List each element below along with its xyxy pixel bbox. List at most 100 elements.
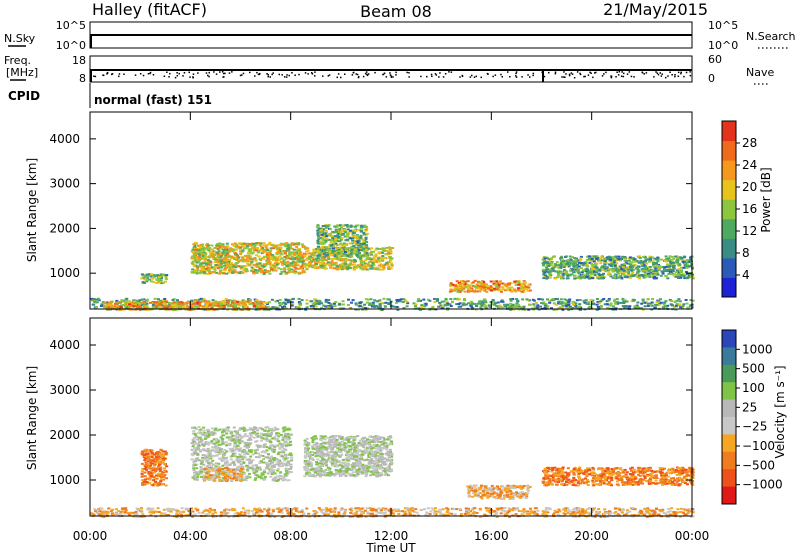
data-cell: [573, 274, 577, 277]
data-cell: [467, 507, 471, 510]
data-cell: [389, 258, 393, 261]
data-cell: [451, 301, 454, 303]
data-cell: [261, 269, 265, 272]
data-cell: [560, 256, 563, 259]
data-cell: [559, 267, 563, 269]
data-cell: [687, 265, 691, 268]
data-cell: [250, 269, 254, 272]
data-cell: [588, 261, 592, 264]
data-cell: [284, 307, 288, 310]
nave-dot: [288, 74, 290, 77]
data-cell: [109, 510, 113, 513]
data-cell: [356, 224, 360, 227]
data-cell: [269, 249, 273, 252]
data-cell: [251, 302, 255, 304]
data-cell: [627, 259, 631, 262]
data-cell: [439, 512, 443, 515]
data-cell: [194, 242, 198, 244]
data-cell: [309, 259, 313, 262]
data-cell: [659, 301, 663, 304]
data-cell: [231, 300, 235, 302]
data-cell: [212, 255, 215, 258]
data-cell: [242, 301, 246, 304]
data-cell: [521, 298, 525, 301]
data-cell: [200, 267, 204, 270]
data-cell: [145, 280, 149, 283]
data-cell: [659, 266, 663, 269]
data-cell: [235, 309, 239, 311]
data-cell: [568, 513, 572, 516]
nave-dot: [168, 76, 170, 78]
data-cell: [272, 255, 276, 258]
data-cell: [317, 246, 321, 249]
data-cell: [297, 297, 301, 300]
data-cell: [604, 259, 608, 262]
data-cell: [103, 306, 106, 309]
data-cell: [330, 261, 334, 263]
data-cell: [492, 280, 496, 283]
data-cell: [222, 306, 226, 309]
data-cell: [102, 512, 106, 515]
data-cell: [585, 269, 589, 272]
data-cell: [225, 262, 229, 265]
data-cell: [534, 507, 537, 510]
data-cell: [206, 259, 210, 261]
data-cell: [582, 269, 586, 272]
data-cell: [517, 280, 521, 283]
data-cell: [132, 299, 136, 302]
data-cell: [241, 309, 245, 311]
data-cell: [379, 268, 383, 271]
data-cell: [367, 298, 371, 301]
data-cell: [590, 269, 594, 272]
data-cell: [121, 510, 125, 513]
data-cell: [553, 264, 557, 267]
nave-dot: [142, 74, 145, 77]
data-cell: [678, 300, 682, 303]
data-cell: [667, 508, 671, 510]
data-cell: [369, 267, 373, 270]
data-cell: [647, 272, 651, 275]
data-cell: [617, 507, 621, 510]
data-cell: [98, 510, 102, 513]
data-cell: [541, 513, 545, 516]
data-cell: [641, 269, 645, 272]
data-cell: [118, 308, 121, 311]
nave-dot: [365, 71, 368, 73]
data-cell: [325, 507, 328, 510]
nave-dot: [205, 72, 208, 74]
nave-dot: [395, 71, 397, 74]
data-cell: [651, 261, 655, 264]
data-cell: [462, 302, 466, 305]
data-cell: [389, 267, 393, 270]
data-cell: [163, 512, 167, 515]
data-cell: [509, 298, 513, 301]
data-cell: [305, 306, 309, 309]
data-cell: [234, 304, 237, 307]
colorbar-cell: [722, 218, 736, 239]
data-cell: [655, 301, 659, 303]
data-cell: [461, 281, 465, 284]
data-cell: [546, 298, 549, 301]
data-cell: [280, 261, 284, 263]
data-cell: [170, 304, 174, 307]
data-cell: [202, 510, 206, 512]
data-cell: [245, 242, 249, 245]
data-cell: [357, 249, 361, 252]
data-cell: [479, 285, 482, 288]
data-cell: [317, 252, 321, 255]
data-cell: [363, 224, 367, 227]
data-cell: [208, 260, 212, 263]
data-cell: [346, 225, 350, 228]
data-cell: [602, 272, 605, 275]
data-cell: [183, 302, 187, 305]
data-cell: [385, 253, 389, 256]
data-cell: [466, 289, 470, 292]
data-cell: [172, 304, 176, 307]
data-cell: [158, 306, 162, 309]
data-cell: [240, 265, 244, 268]
data-cell: [394, 301, 398, 304]
data-cell: [198, 254, 202, 257]
data-cell: [620, 258, 624, 260]
data-cell: [497, 285, 501, 288]
nsearch-tick-top: 10^5: [708, 19, 738, 32]
